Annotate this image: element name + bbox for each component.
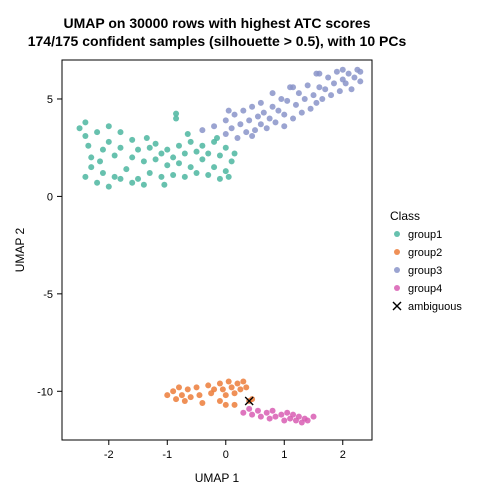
legend-label: group4	[408, 283, 442, 295]
x-tick-label: -1	[162, 449, 172, 461]
x-tick-label: 0	[223, 449, 229, 461]
y-axis-label: UMAP 2	[13, 227, 27, 272]
y-tick-label: -10	[37, 386, 53, 398]
legend-label: group3	[408, 265, 442, 277]
x-tick-label: 1	[281, 449, 287, 461]
legend-title: Class	[390, 209, 420, 223]
legend-label: group1	[408, 229, 442, 241]
legend-label: ambiguous	[408, 301, 462, 313]
chart-title-line1: UMAP on 30000 rows with highest ATC scor…	[63, 15, 370, 31]
legend-label: group2	[408, 247, 442, 259]
y-tick-label: 5	[47, 94, 53, 106]
chart-container: UMAP on 30000 rows with highest ATC scor…	[0, 0, 504, 504]
y-tick-label: -5	[43, 289, 53, 301]
x-tick-label: -2	[104, 449, 114, 461]
y-tick-label: 0	[47, 191, 53, 203]
chart-title-line2: 174/175 confident samples (silhouette > …	[28, 33, 407, 49]
scatter-plot: UMAP on 30000 rows with highest ATC scor…	[0, 0, 504, 504]
x-axis-label: UMAP 1	[195, 471, 240, 485]
x-tick-label: 2	[340, 449, 346, 461]
